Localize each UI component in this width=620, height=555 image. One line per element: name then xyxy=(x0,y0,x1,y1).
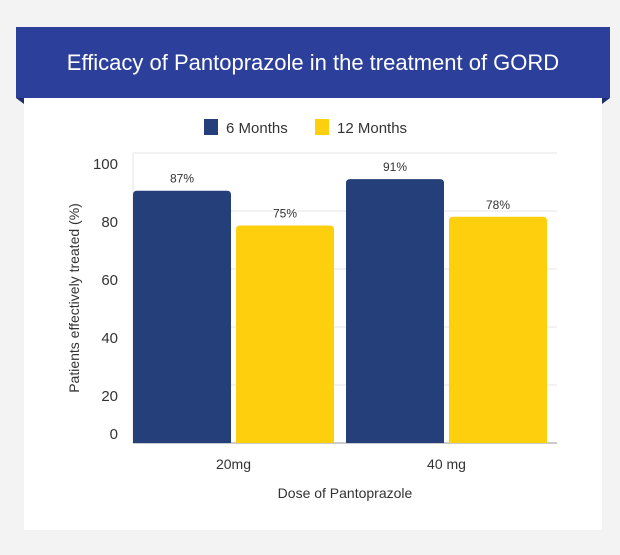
x-axis-label: Dose of Pantoprazole xyxy=(278,485,413,501)
data-label: 87% xyxy=(170,172,194,186)
bar-6-months-20mg xyxy=(133,190,231,443)
legend-swatch xyxy=(315,119,329,135)
y-tick-label: 100 xyxy=(93,156,118,173)
y-tick-label: 60 xyxy=(101,272,118,289)
y-tick-label: 80 xyxy=(101,214,118,231)
x-tick-label: 20mg xyxy=(216,456,251,472)
y-tick-label: 40 xyxy=(101,330,118,347)
legend-swatch xyxy=(204,119,218,135)
y-tick-label: 20 xyxy=(101,388,118,405)
banner-fold-left xyxy=(16,98,24,104)
bar-12-months-40mg xyxy=(449,216,547,443)
data-label: 75% xyxy=(273,207,297,221)
chart-title: Efficacy of Pantoprazole in the treatmen… xyxy=(16,27,610,98)
data-label: 78% xyxy=(486,198,510,212)
banner-fold-right xyxy=(602,98,610,104)
bar-6-months-40mg xyxy=(346,179,444,443)
legend-label: 12 Months xyxy=(337,120,407,137)
x-tick-label: 40 mg xyxy=(427,456,466,472)
y-tick-label: 0 xyxy=(110,426,118,443)
data-label: 91% xyxy=(383,160,407,174)
bar-12-months-20mg xyxy=(236,225,334,443)
y-axis-label: Patients effectively treated (%) xyxy=(66,203,82,393)
legend-label: 6 Months xyxy=(226,120,288,137)
